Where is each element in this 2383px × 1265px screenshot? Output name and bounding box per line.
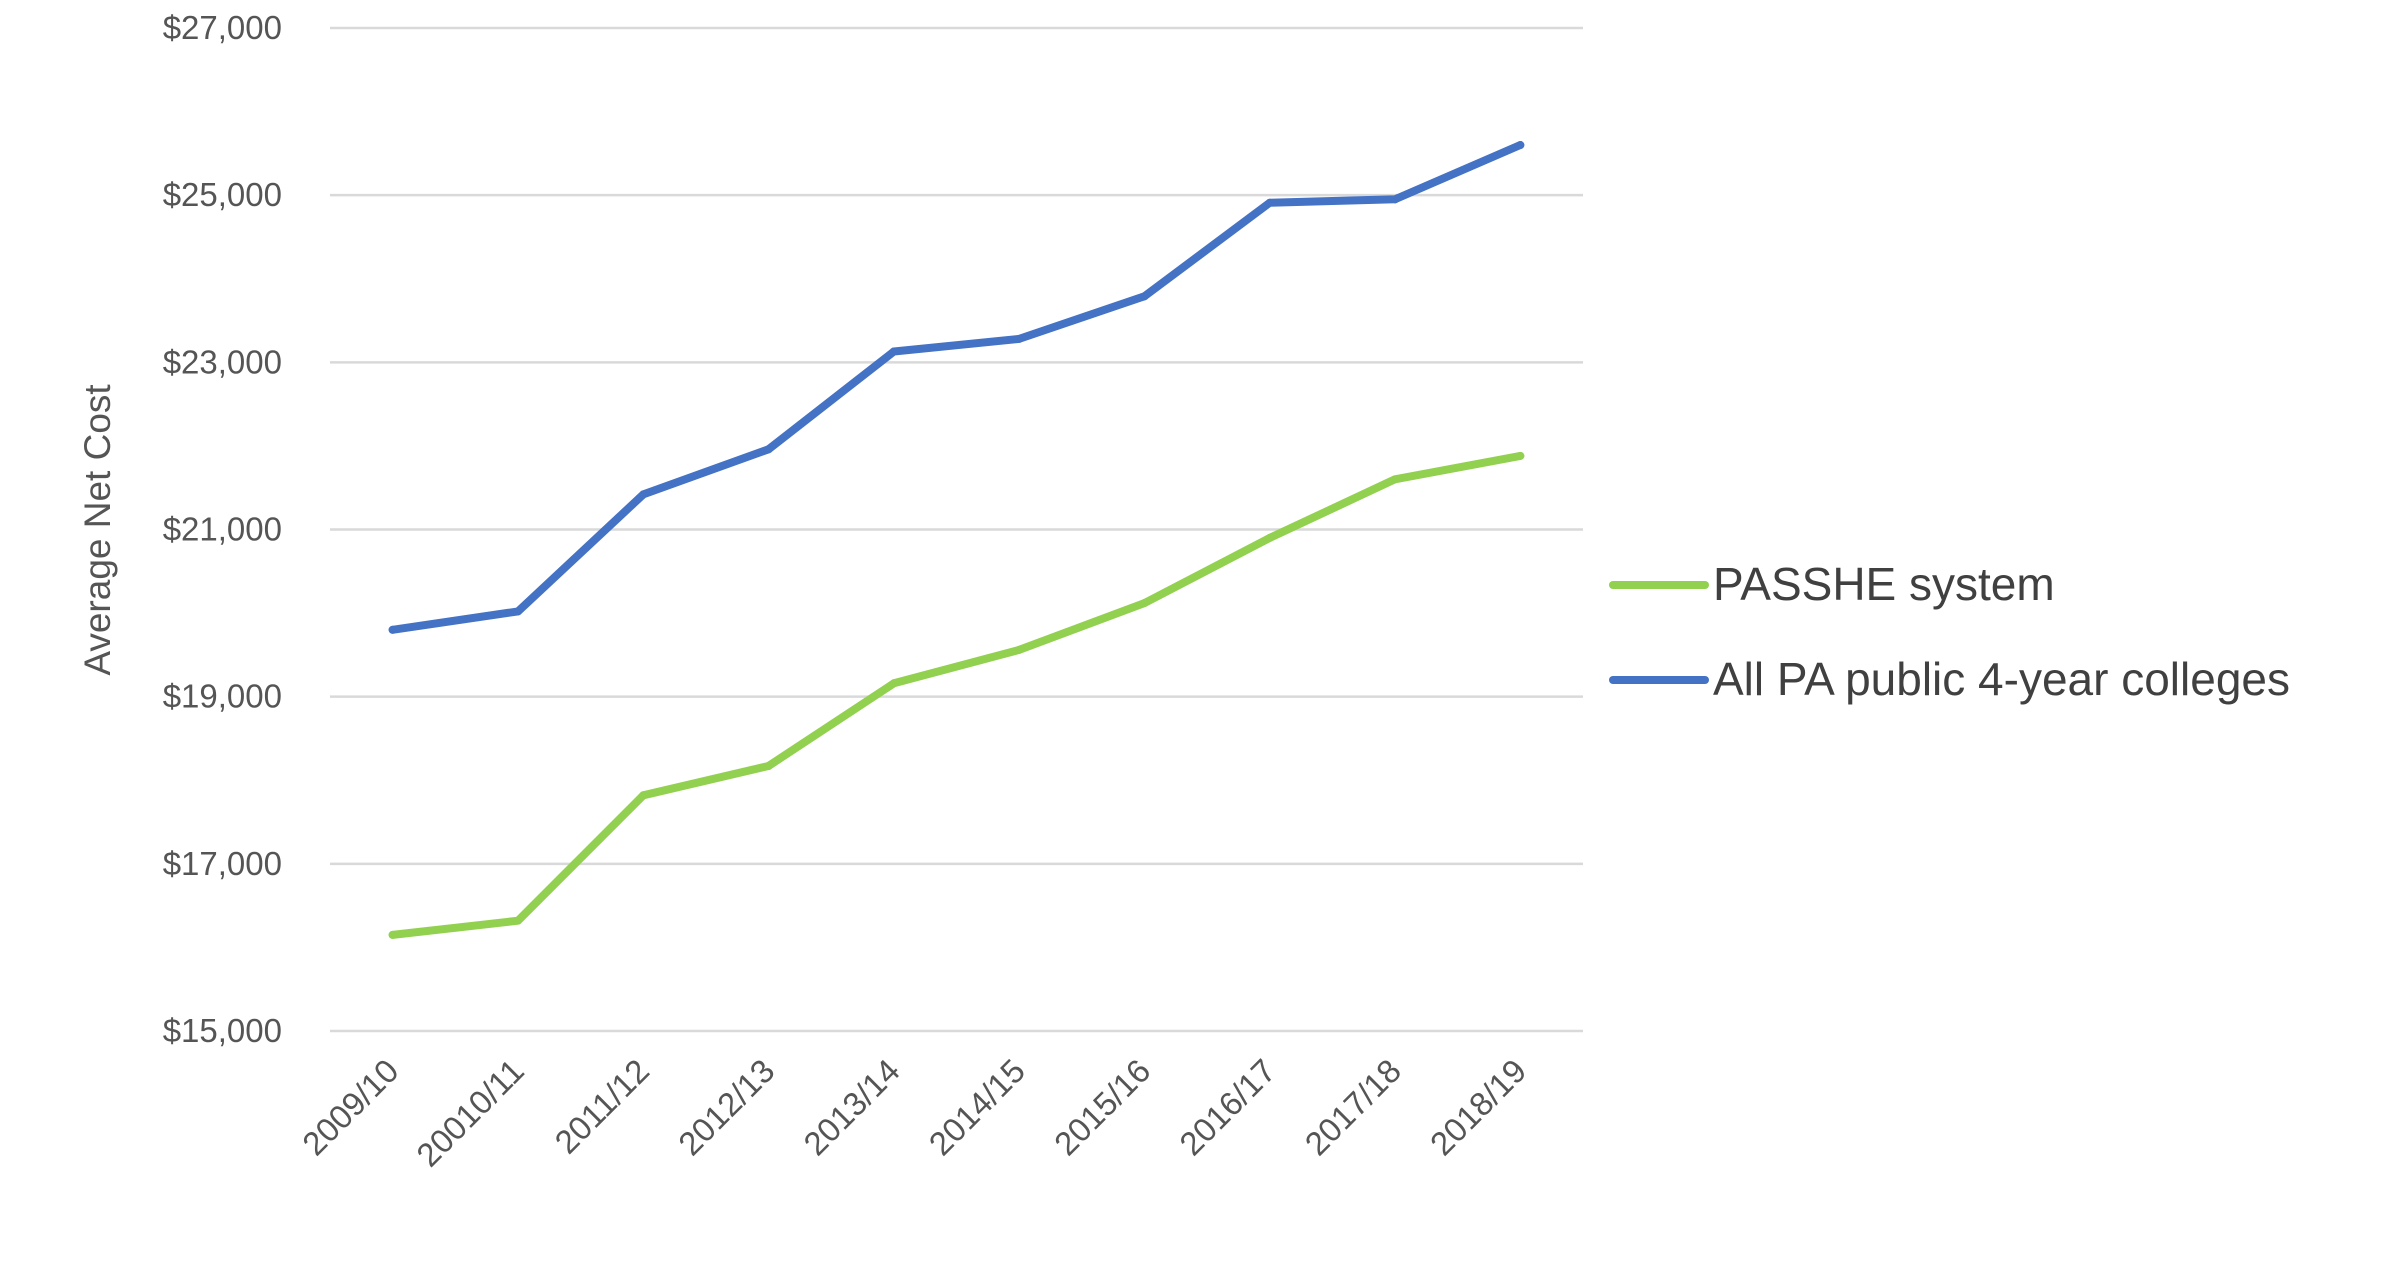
data-point [1391, 475, 1400, 484]
x-tick-label: 2014/15 [922, 1052, 1033, 1163]
x-axis-ticks: 2009/10 20010/11 2011/12 2012/13 2013/14 2014… [295, 1052, 1533, 1174]
data-point [388, 930, 397, 939]
data-point [889, 347, 898, 356]
x-tick-label: 2017/18 [1297, 1052, 1408, 1163]
x-tick-label: 2018/19 [1423, 1052, 1534, 1163]
x-tick-label: 2016/17 [1172, 1052, 1283, 1163]
data-point [764, 445, 773, 454]
x-tick-label: 2013/14 [796, 1052, 907, 1163]
y-tick-label: $15,000 [163, 1012, 282, 1049]
data-point [764, 762, 773, 771]
data-point [639, 490, 648, 499]
x-tick-label: 2011/12 [547, 1052, 656, 1161]
data-point [513, 916, 522, 925]
data-point [1265, 533, 1274, 542]
data-point [639, 791, 648, 800]
y-tick-label: $19,000 [163, 678, 282, 715]
legend-label-passhe: PASSHE system [1713, 558, 2055, 610]
series-lines [388, 141, 1525, 939]
data-point [1015, 645, 1024, 654]
x-tick-label: 2009/10 [295, 1052, 406, 1163]
data-point [1391, 195, 1400, 204]
data-point [1265, 198, 1274, 207]
data-point [1140, 599, 1149, 608]
data-point [1140, 292, 1149, 301]
y-tick-label: $25,000 [163, 176, 282, 213]
series-line-passhe [388, 451, 1525, 939]
gridlines [330, 26, 1583, 1033]
y-axis-ticks: $15,000 $17,000 $19,000 $21,000 $23,000 $25,0… [163, 9, 282, 1049]
legend-label-all-pa: All PA public 4-year colleges [1713, 653, 2290, 705]
x-tick-label: 2015/16 [1047, 1052, 1158, 1163]
data-point [1516, 141, 1525, 150]
y-axis-title: Average Net Cost [77, 384, 118, 676]
data-point [388, 625, 397, 634]
data-point [1516, 451, 1525, 460]
data-point [1015, 334, 1024, 343]
data-point [889, 679, 898, 688]
y-tick-label: $17,000 [163, 845, 282, 882]
data-point [513, 607, 522, 616]
x-tick-label: 2012/13 [671, 1052, 782, 1163]
y-tick-label: $21,000 [163, 511, 282, 548]
y-tick-label: $23,000 [163, 343, 282, 380]
x-tick-label: 20010/11 [409, 1052, 531, 1174]
series-line-all-pa [388, 141, 1525, 634]
y-tick-label: $27,000 [163, 9, 282, 46]
legend: PASSHE system All PA public 4-year colle… [1609, 558, 2290, 705]
